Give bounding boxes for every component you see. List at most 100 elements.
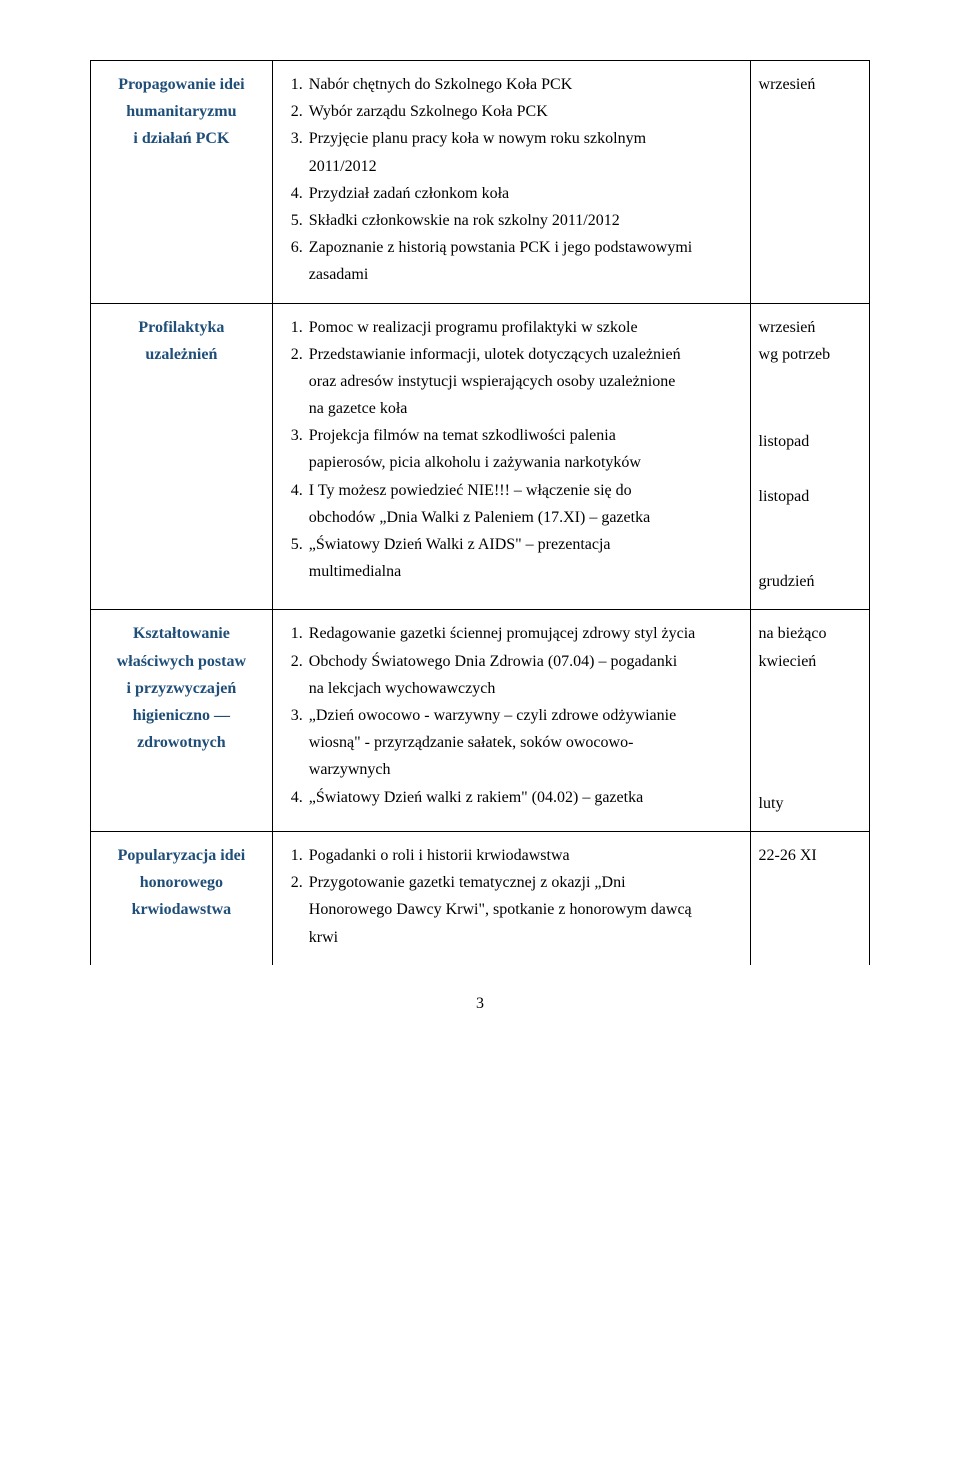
list-number: 1. xyxy=(281,71,309,98)
timing-label: luty xyxy=(759,675,861,817)
list-item: 5.Składki członkowskie na rok szkolny 20… xyxy=(281,207,742,234)
list-item-continuation: Honorowego Dawcy Krwi", spotkanie z hono… xyxy=(281,896,742,923)
table-row: Kształtowaniewłaściwych postawi przyzwyc… xyxy=(91,610,870,832)
list-item: 6.Zapoznanie z historią powstania PCK i … xyxy=(281,234,742,261)
timing-label: grudzień xyxy=(759,510,861,595)
timing-label: listopad xyxy=(759,368,861,455)
timing-label: kwiecień xyxy=(759,648,861,675)
list-text: Nabór chętnych do Szkolnego Koła PCK xyxy=(309,71,742,98)
list-number: 4. xyxy=(281,477,309,504)
row-heading: Profilaktykauzależnień xyxy=(91,303,273,610)
heading-line: Popularyzacja idei xyxy=(99,842,264,869)
row-heading: Propagowanie ideihumanitaryzmui działań … xyxy=(91,61,273,304)
table-row: Propagowanie ideihumanitaryzmui działań … xyxy=(91,61,870,304)
heading-line: właściwych postaw xyxy=(99,648,264,675)
timing-label: wg potrzeb xyxy=(759,341,861,368)
list-number: 3. xyxy=(281,125,309,152)
list-text: Wybór zarządu Szkolnego Koła PCK xyxy=(309,98,742,125)
list-text: Redagowanie gazetki ściennej promującej … xyxy=(309,620,742,647)
list-text: I Ty możesz powiedzieć NIE!!! – włączeni… xyxy=(309,477,742,504)
list-number: 1. xyxy=(281,620,309,647)
page-number: 3 xyxy=(90,995,870,1013)
list-text: Przydział zadań członkom koła xyxy=(309,180,742,207)
heading-line: higieniczno — xyxy=(99,702,264,729)
row-content: 1.Pogadanki o roli i historii krwiodawst… xyxy=(272,832,750,965)
list-item-continuation: warzywnych xyxy=(281,756,742,783)
list-text: Pogadanki o roli i historii krwiodawstwa xyxy=(309,842,742,869)
list-item: 2.Obchody Światowego Dnia Zdrowia (07.04… xyxy=(281,648,742,675)
list-number: 2. xyxy=(281,98,309,125)
list-text: Pomoc w realizacji programu profilaktyki… xyxy=(309,314,742,341)
list-number: 2. xyxy=(281,648,309,675)
row-timing: na bieżącokwiecieńluty xyxy=(750,610,869,832)
list-number: 6. xyxy=(281,234,309,261)
list-item-continuation: na gazetce koła xyxy=(281,395,742,422)
list-item-continuation: na lekcjach wychowawczych xyxy=(281,675,742,702)
plan-table: Propagowanie ideihumanitaryzmui działań … xyxy=(90,60,870,965)
heading-line: Profilaktyka xyxy=(99,314,264,341)
list-number: 3. xyxy=(281,422,309,449)
list-item: 1.Pogadanki o roli i historii krwiodawst… xyxy=(281,842,742,869)
row-content: 1.Pomoc w realizacji programu profilakty… xyxy=(272,303,750,610)
list-text: Projekcja filmów na temat szkodliwości p… xyxy=(309,422,742,449)
timing-label: listopad xyxy=(759,455,861,510)
heading-line: humanitaryzmu xyxy=(99,98,264,125)
list-number: 1. xyxy=(281,314,309,341)
row-timing: wrzesień xyxy=(750,61,869,304)
list-item-continuation: krwi xyxy=(281,924,742,951)
list-number: 1. xyxy=(281,842,309,869)
heading-line: i działań PCK xyxy=(99,125,264,152)
heading-line: krwiodawstwa xyxy=(99,896,264,923)
list-text: Składki członkowskie na rok szkolny 2011… xyxy=(309,207,742,234)
list-item: 3.Projekcja filmów na temat szkodliwości… xyxy=(281,422,742,449)
row-content: 1.Nabór chętnych do Szkolnego Koła PCK2.… xyxy=(272,61,750,304)
list-text: „Światowy Dzień Walki z AIDS" – prezenta… xyxy=(309,531,742,558)
list-item-continuation: papierosów, picia alkoholu i zażywania n… xyxy=(281,449,742,476)
list-number: 3. xyxy=(281,702,309,729)
list-text: Przyjęcie planu pracy koła w nowym roku … xyxy=(309,125,742,152)
list-number: 5. xyxy=(281,207,309,234)
list-number: 2. xyxy=(281,341,309,368)
list-item-continuation: multimedialna xyxy=(281,558,742,585)
list-text: „Dzień owocowo - warzywny – czyli zdrowe… xyxy=(309,702,742,729)
list-item-continuation: zasadami xyxy=(281,261,742,288)
list-text: „Światowy Dzień walki z rakiem" (04.02) … xyxy=(309,784,742,811)
list-item-continuation: obchodów „Dnia Walki z Paleniem (17.XI) … xyxy=(281,504,742,531)
heading-line: honorowego xyxy=(99,869,264,896)
list-item-continuation: oraz adresów instytucji wspierających os… xyxy=(281,368,742,395)
timing-label: 22-26 XI xyxy=(759,842,861,869)
list-number: 4. xyxy=(281,180,309,207)
list-text: Obchody Światowego Dnia Zdrowia (07.04) … xyxy=(309,648,742,675)
row-timing: wrzesieńwg potrzeblistopadlistopadgrudzi… xyxy=(750,303,869,610)
table-row: Popularyzacja ideihonorowegokrwiodawstwa… xyxy=(91,832,870,965)
row-timing: 22-26 XI xyxy=(750,832,869,965)
heading-line: uzależnień xyxy=(99,341,264,368)
list-number: 4. xyxy=(281,784,309,811)
list-number: 5. xyxy=(281,531,309,558)
list-item: 3. „Dzień owocowo - warzywny – czyli zdr… xyxy=(281,702,742,729)
list-item: 4.„Światowy Dzień walki z rakiem" (04.02… xyxy=(281,784,742,811)
list-text: Przygotowanie gazetki tematycznej z okaz… xyxy=(309,869,742,896)
list-item-continuation: 2011/2012 xyxy=(281,153,742,180)
list-item: 1.Nabór chętnych do Szkolnego Koła PCK xyxy=(281,71,742,98)
list-item: 1.Redagowanie gazetki ściennej promujące… xyxy=(281,620,742,647)
list-item: 4.Przydział zadań członkom koła xyxy=(281,180,742,207)
heading-line: zdrowotnych xyxy=(99,729,264,756)
list-item: 4.I Ty możesz powiedzieć NIE!!! – włącze… xyxy=(281,477,742,504)
timing-label: wrzesień xyxy=(759,71,861,98)
list-text: Przedstawianie informacji, ulotek dotycz… xyxy=(309,341,742,368)
list-item: 2.Wybór zarządu Szkolnego Koła PCK xyxy=(281,98,742,125)
timing-label: na bieżąco xyxy=(759,620,861,647)
heading-line: i przyzwyczajeń xyxy=(99,675,264,702)
row-heading: Popularyzacja ideihonorowegokrwiodawstwa xyxy=(91,832,273,965)
list-item: 2.Przedstawianie informacji, ulotek doty… xyxy=(281,341,742,368)
list-item: 2.Przygotowanie gazetki tematycznej z ok… xyxy=(281,869,742,896)
list-item: 5. „Światowy Dzień Walki z AIDS" – preze… xyxy=(281,531,742,558)
list-item: 1.Pomoc w realizacji programu profilakty… xyxy=(281,314,742,341)
heading-line: Propagowanie idei xyxy=(99,71,264,98)
list-item: 3.Przyjęcie planu pracy koła w nowym rok… xyxy=(281,125,742,152)
row-heading: Kształtowaniewłaściwych postawi przyzwyc… xyxy=(91,610,273,832)
list-number: 2. xyxy=(281,869,309,896)
timing-label: wrzesień xyxy=(759,314,861,341)
row-content: 1.Redagowanie gazetki ściennej promujące… xyxy=(272,610,750,832)
